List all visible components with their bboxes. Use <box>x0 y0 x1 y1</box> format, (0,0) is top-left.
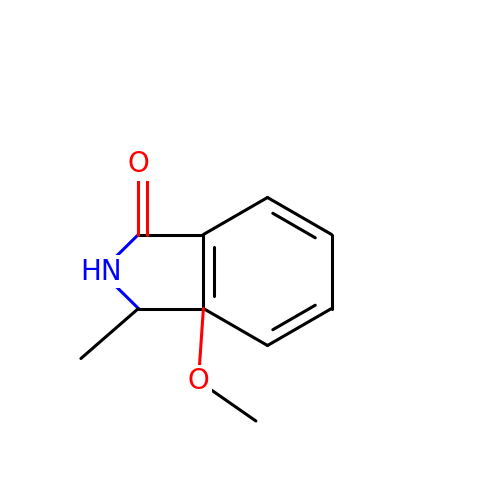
Text: O: O <box>188 367 210 395</box>
Text: HN: HN <box>80 258 122 285</box>
Text: O: O <box>128 150 150 178</box>
